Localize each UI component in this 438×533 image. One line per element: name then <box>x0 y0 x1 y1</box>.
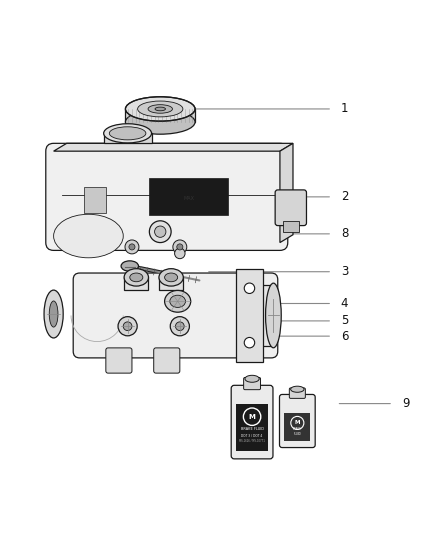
Ellipse shape <box>148 104 173 113</box>
Ellipse shape <box>124 269 148 286</box>
Circle shape <box>176 322 184 330</box>
Ellipse shape <box>130 273 143 282</box>
Text: 8: 8 <box>341 228 348 240</box>
Ellipse shape <box>165 273 178 282</box>
Text: 1: 1 <box>341 102 348 116</box>
Circle shape <box>291 416 304 430</box>
Circle shape <box>129 244 135 250</box>
Text: MAX: MAX <box>183 196 194 201</box>
Text: M: M <box>295 421 300 425</box>
FancyBboxPatch shape <box>46 143 288 251</box>
Ellipse shape <box>44 290 63 338</box>
Text: 6: 6 <box>341 329 348 343</box>
Ellipse shape <box>155 107 166 111</box>
Circle shape <box>175 248 185 259</box>
Text: BRAKE FLUID: BRAKE FLUID <box>240 427 264 431</box>
Ellipse shape <box>265 283 281 348</box>
Circle shape <box>123 322 132 330</box>
Bar <box>284 413 311 441</box>
Circle shape <box>125 240 139 254</box>
Text: 4: 4 <box>341 297 348 310</box>
Ellipse shape <box>159 269 184 286</box>
Polygon shape <box>245 285 273 345</box>
FancyBboxPatch shape <box>244 377 261 390</box>
Ellipse shape <box>104 124 152 143</box>
Ellipse shape <box>53 214 123 258</box>
Circle shape <box>244 337 254 348</box>
Ellipse shape <box>125 97 195 121</box>
Polygon shape <box>53 143 293 151</box>
Ellipse shape <box>125 110 195 134</box>
Ellipse shape <box>245 375 259 382</box>
FancyBboxPatch shape <box>154 348 180 373</box>
FancyBboxPatch shape <box>73 273 278 358</box>
Bar <box>149 178 228 215</box>
Polygon shape <box>124 277 148 290</box>
FancyBboxPatch shape <box>231 385 273 459</box>
Bar <box>84 187 106 213</box>
Polygon shape <box>237 269 262 362</box>
Ellipse shape <box>170 295 185 308</box>
Circle shape <box>118 317 137 336</box>
Text: 9: 9 <box>402 397 409 410</box>
FancyBboxPatch shape <box>106 348 132 373</box>
Ellipse shape <box>165 290 191 312</box>
Ellipse shape <box>110 127 146 140</box>
Circle shape <box>173 240 187 254</box>
Polygon shape <box>280 143 293 243</box>
Text: 2: 2 <box>341 190 348 204</box>
Text: 5: 5 <box>341 314 348 327</box>
Circle shape <box>177 244 183 250</box>
Ellipse shape <box>49 301 58 327</box>
Ellipse shape <box>138 101 183 117</box>
Circle shape <box>155 226 166 237</box>
Text: M: M <box>249 414 255 419</box>
Ellipse shape <box>291 386 304 392</box>
Text: 7: 7 <box>106 297 113 310</box>
Polygon shape <box>159 277 184 290</box>
FancyBboxPatch shape <box>279 394 315 448</box>
Circle shape <box>244 283 254 294</box>
Bar <box>237 404 268 451</box>
FancyBboxPatch shape <box>290 388 305 398</box>
Text: DOT 3 / DOT 4: DOT 3 / DOT 4 <box>241 433 263 438</box>
Circle shape <box>149 221 171 243</box>
Text: MS-1626 / MS-10771: MS-1626 / MS-10771 <box>239 439 265 443</box>
Text: BRAKE
FLUID: BRAKE FLUID <box>293 427 302 436</box>
Polygon shape <box>104 133 152 143</box>
Circle shape <box>244 408 261 425</box>
Circle shape <box>170 317 189 336</box>
Bar <box>283 221 299 232</box>
FancyBboxPatch shape <box>275 190 307 225</box>
Ellipse shape <box>121 261 138 271</box>
Text: 3: 3 <box>341 265 348 278</box>
Polygon shape <box>125 109 195 122</box>
